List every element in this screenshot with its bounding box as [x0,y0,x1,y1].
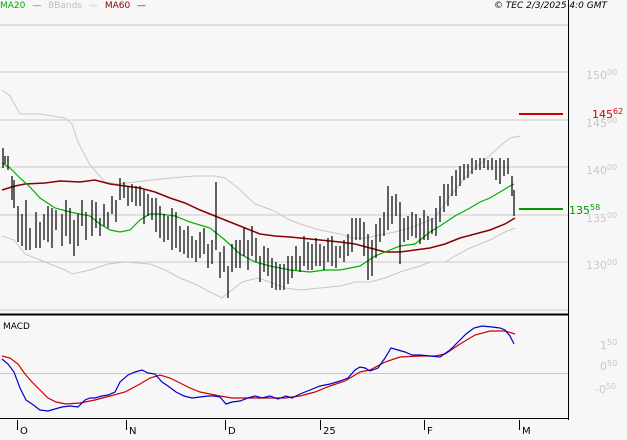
resistance-price-label: 14562 [592,107,624,121]
x-axis-label-nov: N [129,426,137,437]
price-axis-label: 14500 [586,116,618,130]
macd-line [1,325,515,412]
legend-ma60: MA60 — [104,1,147,11]
macd-panel-title: MACD [3,322,30,332]
macd-signal-line [1,330,516,405]
legend-bbands: BBands — [48,1,98,11]
macd-axis-label: -050 [595,382,617,396]
price-axis-label: 13000 [586,258,618,272]
price-axis-label: 15000 [586,68,618,82]
legend: MA20 — BBands — MA60 — [0,0,150,12]
last-price-label: 13558 [569,203,601,217]
macd-axis-label: 150 [600,338,618,352]
x-axis-label-2025: 25 [323,426,336,437]
x-axis-label-dec: D [228,426,236,437]
ma20-line [1,162,515,273]
copyright-text: © TEC 2/3/2025 4:0 GMT [493,1,607,11]
price-axis-label: 13500 [586,211,618,225]
macd-axis-label: 050 [600,359,618,373]
x-axis-label-feb: F [427,426,433,437]
x-axis-label-mar: M [522,426,531,437]
x-axis-label-oct: O [20,426,28,437]
ma60-line [1,179,516,253]
legend-ma20: MA20 — [0,1,42,11]
ohlc-bars [2,148,515,298]
bbands-lower-line [1,227,516,299]
price-axis-label: 14000 [586,163,618,177]
bbands-upper-line [1,89,521,239]
